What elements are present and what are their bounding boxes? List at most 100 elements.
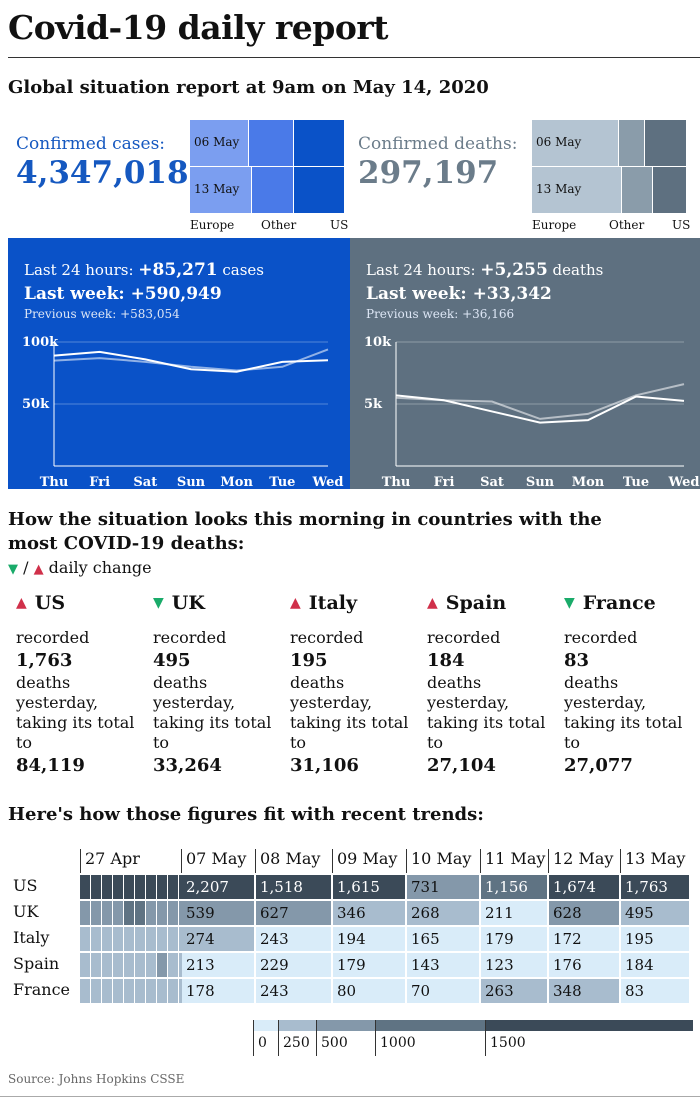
heatmap-early-cell: [146, 979, 156, 1003]
deaths-share-chart: 06 May 13 May Europe Other US: [532, 120, 690, 240]
country-summary: ▲ US recorded 1,763 deaths yesterday, taking…: [16, 592, 151, 778]
spacer: [290, 620, 425, 628]
heatmap-cell: 263: [481, 979, 547, 1003]
heatmap-early-cell: [157, 875, 167, 899]
mekko-cell-other: [248, 120, 293, 166]
recorded-text: recorded: [153, 628, 227, 647]
heatmap-early-cell: [102, 953, 112, 977]
spacer: [564, 620, 699, 628]
country-summary: ▼ France recorded 83 deaths yesterday, takin…: [564, 592, 699, 778]
source-note: Source: Johns Hopkins CSSE: [8, 1072, 185, 1086]
heatmap-early-cell: [91, 979, 101, 1003]
spacer: [427, 620, 562, 628]
mekko-col-label: Other: [261, 218, 297, 232]
heatmap-early-cell: [146, 875, 156, 899]
heatmap-cell: 1,763: [621, 875, 689, 899]
heatmap-early-cell: [157, 901, 167, 925]
spacer: [16, 620, 151, 628]
mekko-cell-other: [618, 120, 645, 166]
heatmap-cell: 83: [621, 979, 689, 1003]
heatmap-early-cell: [113, 875, 123, 899]
mekko-cell-europe: [190, 120, 248, 166]
countries-heading: How the situation looks this morning in …: [8, 509, 602, 554]
line-previous-week: [395, 383, 685, 420]
heatmap-cell: 179: [333, 953, 405, 977]
heatmap-divider: [620, 849, 621, 873]
heatmap-cell: 274: [182, 927, 254, 951]
heatmap-row-label: France: [13, 980, 71, 999]
heatmap-divider: [480, 849, 481, 873]
report-title: Covid-19 daily report: [8, 8, 388, 47]
heatmap-cell: 70: [407, 979, 479, 1003]
cases-panel: Last 24 hours: +85,271 cases Last week: …: [8, 238, 350, 489]
heatmap-col-label: 27 Apr: [85, 849, 140, 868]
deaths-total: 27,104: [427, 755, 496, 776]
confirmed-cases-label: Confirmed cases:: [16, 134, 166, 154]
heatmap-col-label: 09 May: [337, 849, 398, 868]
x-tick-label: Mon: [220, 475, 253, 489]
heatmap-early-cell: [146, 953, 156, 977]
mekko-col-label: Europe: [190, 218, 235, 232]
heatmap-cell: 346: [333, 901, 405, 925]
scale-tick: [253, 1020, 254, 1056]
heatmap-early-cell: [80, 979, 90, 1003]
heatmap-col-label: 07 May: [186, 849, 247, 868]
heatmap-cell: 179: [481, 927, 547, 951]
heatmap-row-label: US: [13, 876, 38, 895]
heatmap-cell: 172: [549, 927, 619, 951]
heatmap-early-cell: [157, 953, 167, 977]
scale-tick: [316, 1020, 317, 1056]
heatmap-row-label: Spain: [13, 954, 60, 973]
heatmap-early-cell: [135, 875, 145, 899]
y-tick-label: 10k: [364, 335, 392, 350]
line-this-week: [395, 394, 685, 424]
triangle-up-icon: ▲: [33, 562, 44, 577]
heatmap-cell: 495: [621, 901, 689, 925]
heatmap-divider: [181, 849, 182, 873]
x-tick-label: Tue: [269, 475, 295, 489]
heatmap-early-cell: [135, 901, 145, 925]
mekko-cell-other: [621, 167, 652, 213]
heatmap-early-cell: [80, 927, 90, 951]
country-name: ▲ Italy: [290, 592, 425, 620]
scale-label: 1000: [380, 1035, 416, 1051]
heatmap-divider: [406, 849, 407, 873]
mekko-row-label: 13 May: [194, 182, 240, 196]
heatmap-early-cell: [135, 927, 145, 951]
report-subtitle: Global situation report at 9am on May 14…: [8, 77, 489, 98]
mekko-col-label: Other: [609, 218, 645, 232]
triangle-down-icon: ▼: [8, 562, 18, 577]
heatmap-cell: 1,615: [333, 875, 405, 899]
recorded-text: recorded: [16, 628, 90, 647]
heatmap-cell: 195: [621, 927, 689, 951]
mekko-cell-us: [293, 167, 344, 213]
country-name: ▼ France: [564, 592, 699, 620]
triangle-down-icon: ▼: [564, 595, 575, 611]
x-tick-label: Sun: [526, 475, 555, 489]
x-tick-label: Thu: [382, 475, 411, 489]
deaths-previous-week: Previous week: +36,166: [366, 307, 515, 321]
mekko-cell-other: [252, 167, 293, 213]
heatmap-cell: 184: [621, 953, 689, 977]
heatmap-divider: [255, 849, 256, 873]
heatmap-early-cell: [80, 901, 90, 925]
line-this-week: [53, 350, 329, 373]
heatmap-early-cell: [124, 901, 134, 925]
heatmap-early-cell: [102, 927, 112, 951]
mekko-cell-europe: [532, 120, 618, 166]
heatmap-early-cell: [168, 927, 178, 951]
mekko-row-label: 06 May: [536, 135, 582, 149]
heatmap-col-label: 10 May: [411, 849, 472, 868]
deaths-yesterday-text: deaths yesterday, taking its total to: [564, 673, 683, 752]
recorded-text: recorded: [290, 628, 364, 647]
scale-label: 0: [258, 1035, 267, 1051]
cases-previous-week: Previous week: +583,054: [24, 307, 180, 321]
triangle-down-icon: ▼: [153, 595, 164, 611]
deaths-yesterday-text: deaths yesterday, taking its total to: [153, 673, 272, 752]
heatmap-cell: 229: [256, 953, 331, 977]
country-name-text: Spain: [445, 592, 507, 614]
heatmap-early-cell: [113, 901, 123, 925]
heatmap-early-cell: [113, 979, 123, 1003]
country-summary: ▲ Spain recorded 184 deaths yesterday, takin…: [427, 592, 562, 778]
mekko-cell-us: [645, 120, 686, 166]
